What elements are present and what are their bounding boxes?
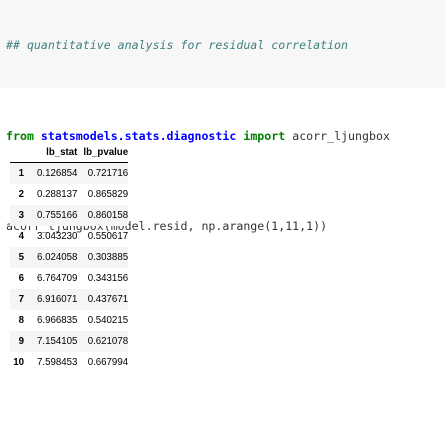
table-header-row: lb_stat lb_pvalue (10, 142, 129, 163)
row-index: 1 (10, 162, 24, 184)
row-index: 2 (18, 189, 24, 200)
table-row: 3 0.755166 0.860158 (10, 205, 129, 226)
code-cell-input[interactable]: ## quantitative analysis for residual co… (0, 0, 446, 233)
row-index: 3 (10, 205, 24, 226)
cell-lb-pvalue: 0.303885 (77, 247, 129, 268)
cell-lb-stat: 7.598453 (37, 357, 78, 368)
cell-lb-stat: 0.288137 (37, 189, 78, 200)
table-row: 5 6.024058 0.303885 (10, 247, 129, 268)
table-row: 6 6.764709 0.343156 (10, 268, 128, 289)
row-index: 6 (18, 273, 24, 284)
index-header (10, 142, 24, 163)
column-header-lb-stat: lb_stat (24, 142, 78, 163)
imported-name: acorr_ljungbox (292, 128, 390, 143)
row-index: 5 (10, 247, 24, 268)
code-line-import: from statsmodels.stats.diagnostic import… (6, 128, 446, 145)
cell-lb-pvalue: 0.540215 (87, 315, 129, 326)
cell-lb-pvalue: 0.437671 (77, 289, 129, 310)
cell-lb-pvalue: 0.550617 (87, 231, 129, 242)
module-name: statsmodels.stats.diagnostic (40, 128, 237, 143)
table-row: 7 6.916071 0.437671 (10, 289, 129, 310)
table-row: 1 0.126854 0.721716 (10, 162, 129, 184)
table-row: 8 6.966835 0.540215 (10, 310, 128, 331)
table-row: 2 0.288137 0.865829 (10, 184, 128, 205)
cell-lb-stat: 6.966835 (37, 315, 78, 326)
table-row: 9 7.154105 0.621078 (10, 331, 129, 352)
row-index: 10 (13, 357, 24, 368)
row-index: 7 (10, 289, 24, 310)
cell-lb-stat: 7.154105 (24, 331, 78, 352)
cell-lb-stat: 0.755166 (24, 205, 78, 226)
table-row: 10 7.598453 0.667994 (10, 352, 128, 373)
cell-lb-stat: 3.043230 (37, 231, 78, 242)
cell-lb-pvalue: 0.667994 (87, 357, 129, 368)
row-index: 8 (18, 315, 24, 326)
row-index: 9 (10, 331, 24, 352)
table-row: 4 3.043230 0.550617 (10, 226, 128, 247)
code-blank-line (6, 82, 446, 100)
cell-lb-stat: 0.126854 (24, 162, 78, 184)
keyword-from: from (6, 128, 34, 143)
row-index: 4 (18, 231, 24, 242)
cell-lb-stat: 6.024058 (24, 247, 78, 268)
cell-lb-stat: 6.916071 (24, 289, 78, 310)
cell-lb-pvalue: 0.860158 (77, 205, 129, 226)
code-comment: ## quantitative analysis for residual co… (6, 38, 349, 52)
code-line-comment: ## quantitative analysis for residual co… (6, 37, 446, 54)
cell-lb-pvalue: 0.865829 (87, 189, 129, 200)
output-dataframe: lb_stat lb_pvalue 1 0.126854 0.721716 2 … (10, 142, 129, 373)
cell-lb-pvalue: 0.343156 (87, 273, 129, 284)
keyword-import: import (243, 128, 286, 143)
cell-lb-pvalue: 0.621078 (77, 331, 129, 352)
cell-lb-stat: 6.764709 (37, 273, 78, 284)
column-header-lb-pvalue: lb_pvalue (77, 142, 129, 163)
cell-lb-pvalue: 0.721716 (77, 162, 129, 184)
